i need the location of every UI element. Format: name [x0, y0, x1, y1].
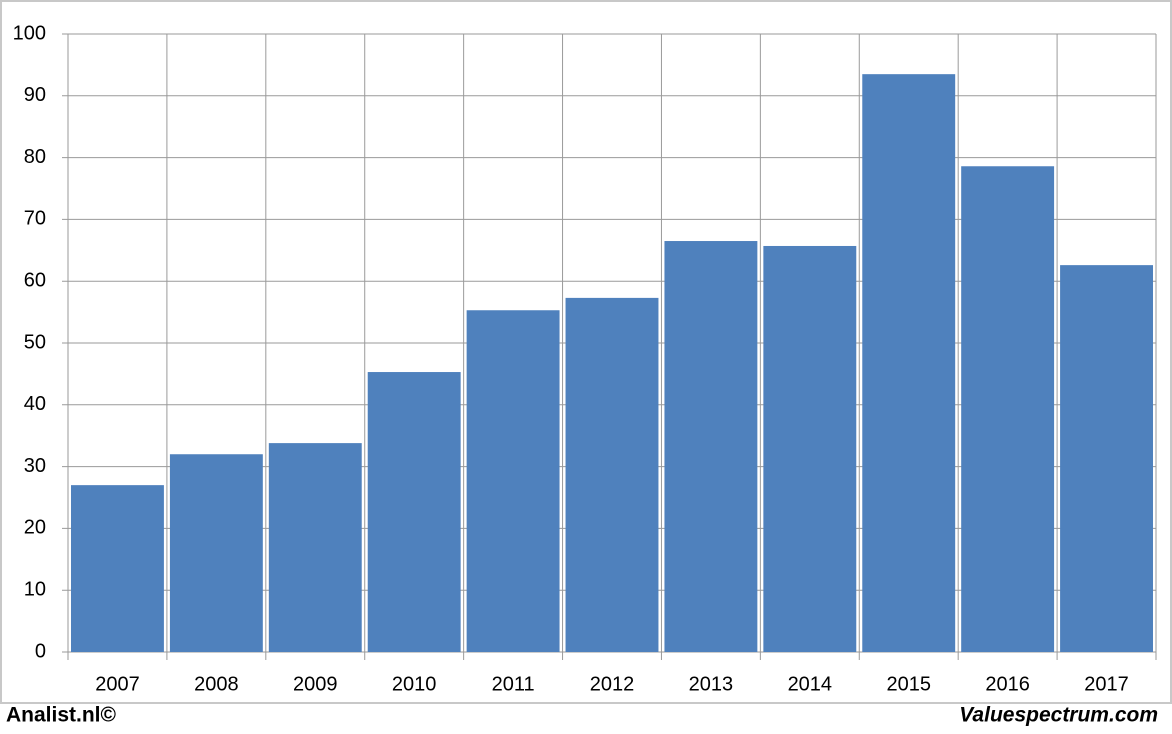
y-tick-label: 100 [13, 22, 46, 44]
x-tick-label: 2013 [689, 673, 734, 695]
x-tick-label: 2015 [886, 673, 931, 695]
bar [565, 297, 659, 652]
bar [169, 454, 263, 652]
bar [862, 74, 956, 653]
y-tick-label: 40 [24, 393, 46, 415]
y-tick-label: 30 [24, 455, 46, 477]
bar [71, 485, 164, 652]
y-tick-label: 70 [24, 208, 46, 230]
bar [367, 372, 461, 652]
bar [961, 166, 1055, 652]
bar [664, 241, 758, 652]
y-tick-label: 0 [35, 640, 46, 662]
x-tick-label: 2011 [492, 673, 535, 695]
footer-right: Valuespectrum.com [959, 704, 1158, 727]
y-tick-label: 20 [24, 517, 46, 539]
x-tick-label: 2007 [95, 673, 140, 695]
y-tick-label: 10 [24, 578, 46, 600]
x-tick-label: 2014 [788, 673, 833, 695]
x-tick-label: 2009 [293, 673, 338, 695]
bar [466, 310, 560, 652]
bar [763, 245, 857, 652]
x-tick-label: 2008 [194, 673, 239, 695]
footer-left: Analist.nl© [6, 704, 117, 727]
bar [268, 443, 362, 652]
x-tick-label: 2010 [392, 673, 437, 695]
y-tick-label: 50 [24, 331, 46, 353]
y-tick-label: 60 [24, 269, 46, 291]
y-tick-label: 80 [24, 146, 46, 168]
bar [1060, 265, 1153, 652]
y-tick-label: 90 [24, 84, 46, 106]
x-tick-label: 2016 [985, 673, 1030, 695]
x-tick-label: 2012 [590, 673, 635, 695]
x-tick-label: 2017 [1084, 673, 1129, 695]
